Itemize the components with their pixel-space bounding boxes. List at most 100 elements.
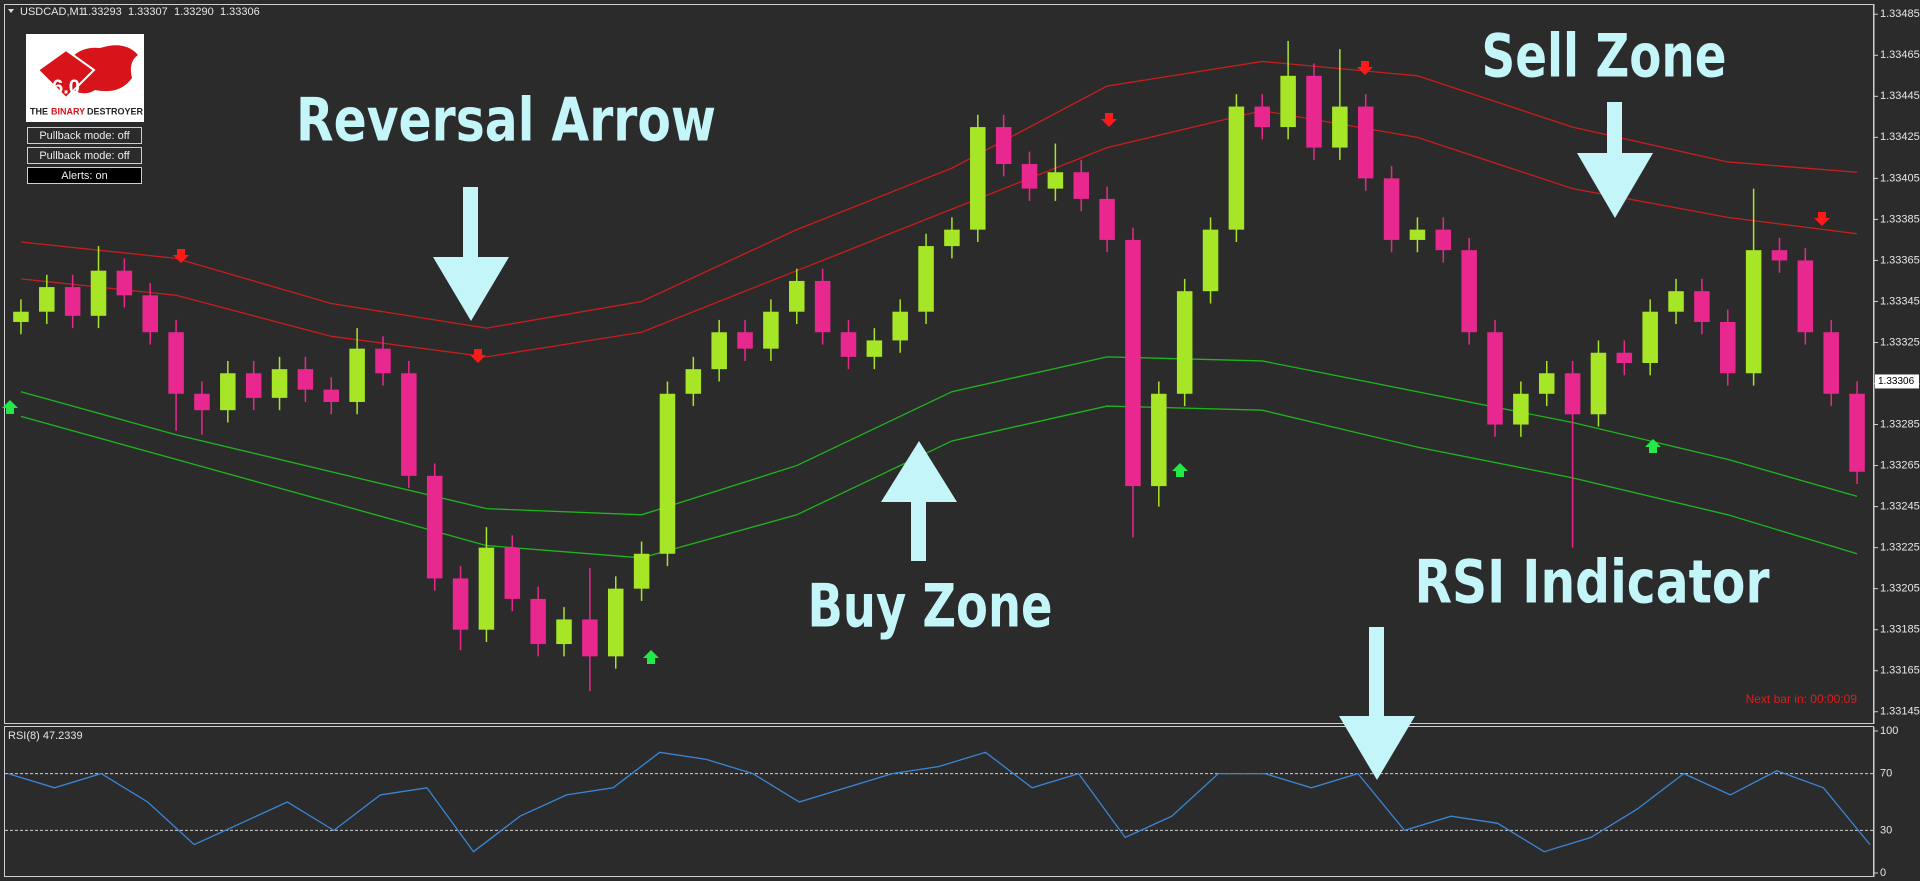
candle-body (1383, 178, 1400, 240)
candle-body (789, 280, 805, 312)
candle-body (1823, 332, 1839, 394)
candle-body (1435, 229, 1452, 251)
buy-arrow (2, 400, 18, 414)
candle-body (737, 332, 753, 349)
candle-body (1668, 291, 1684, 312)
candle-body (1073, 172, 1089, 199)
band-line (20, 110, 1858, 358)
candle-body (323, 389, 340, 402)
annotation-arrow (881, 441, 957, 561)
rsi-title: RSI(8) 47.2339 (8, 730, 83, 742)
candle-body (633, 553, 650, 589)
y-tick-label: 1.33265 (1880, 459, 1920, 471)
candle-body (1642, 311, 1658, 363)
candle-body (1745, 250, 1762, 374)
candle-body (168, 332, 184, 394)
candle-body (1021, 164, 1038, 189)
sell-arrow (1101, 113, 1117, 127)
annotation: RSI Indicator (1415, 548, 1770, 618)
candle-body (1694, 291, 1710, 322)
candle-body (1332, 106, 1348, 148)
candle-body (13, 311, 29, 322)
candle-body (995, 127, 1012, 165)
candle-body (1538, 373, 1555, 394)
logo-diamond (36, 48, 96, 100)
y-tick-label: 1.33325 (1880, 336, 1920, 348)
alerts-button[interactable] (27, 167, 142, 184)
quote-high: 1.33307 (128, 6, 168, 18)
candle-body (1254, 106, 1271, 128)
annotation: Buy Zone (808, 572, 1053, 642)
rsi-line (7, 751, 1871, 853)
candle-body (582, 619, 598, 657)
current-price-label: 1.33306 (1878, 376, 1915, 387)
candle-body (1513, 393, 1529, 425)
candle-body (1849, 393, 1865, 472)
buy-arrow (643, 650, 659, 664)
y-tick-label: 1.33225 (1880, 542, 1920, 554)
candle-body (1228, 106, 1245, 230)
candles-layer (13, 40, 1865, 692)
candle-body (142, 295, 158, 333)
menu-caret[interactable] (8, 9, 14, 13)
y-tick-label: 1.33485 (1880, 8, 1920, 20)
annotation: Sell Zone (1482, 22, 1727, 92)
annotation-arrow (1577, 102, 1653, 218)
candle-body (1125, 239, 1141, 487)
next-bar-countdown: Next bar in: 00:00:09 (1746, 692, 1858, 706)
sell-arrow (1357, 61, 1373, 75)
candle-body (659, 393, 676, 554)
candle-body (1047, 172, 1064, 189)
candle-body (556, 619, 572, 645)
logo-word: THE (30, 106, 48, 116)
logo-word: BINARY (51, 106, 85, 116)
candle-body (1720, 321, 1736, 374)
y-tick-label: 1.33185 (1880, 624, 1920, 636)
candle-body (918, 246, 934, 312)
button-label[interactable]: Alerts: on (61, 170, 107, 182)
quote-close: 1.33306 (220, 6, 260, 18)
y-tick-label: 70 (1880, 768, 1892, 780)
band-line (20, 60, 1858, 329)
candle-body (452, 578, 469, 630)
candle-body (64, 287, 81, 316)
candle-body (711, 332, 727, 370)
pullback-button[interactable] (27, 147, 142, 164)
sell-arrow (173, 249, 189, 263)
candle-body (1306, 75, 1322, 148)
candle-body (1564, 373, 1581, 415)
candle-body (1409, 229, 1426, 240)
current-price-box (1875, 374, 1919, 389)
y-tick-label: 1.33465 (1880, 49, 1920, 61)
button-label[interactable]: Pullback mode: off (39, 150, 130, 162)
y-tick-label: 1.33365 (1880, 254, 1920, 266)
sell-arrow (1814, 212, 1830, 226)
axis-layer: 1.33145 1.33165 1.33185 1.33205 1.33225 1.332… (1873, 4, 1920, 879)
buy-signals (2, 400, 1661, 664)
candle-body (1616, 352, 1633, 363)
candle-body (866, 340, 883, 357)
candle-body (1771, 250, 1788, 261)
sell-signals (173, 61, 1830, 363)
button-label[interactable]: Pullback mode: off (39, 130, 130, 142)
candle-body (194, 393, 210, 411)
candle-body (530, 598, 546, 645)
candle-body (1357, 106, 1374, 179)
candle-body (90, 270, 107, 316)
y-tick-label: 1.33165 (1880, 665, 1920, 677)
candle-body (763, 311, 779, 349)
y-tick-label: 1.33445 (1880, 90, 1920, 102)
annotation-arrow (433, 187, 509, 321)
y-tick-label: 30 (1880, 824, 1892, 836)
candle-body (504, 547, 521, 599)
candle-body (607, 588, 624, 657)
pullback-button[interactable] (27, 127, 142, 144)
buy-arrow (1645, 439, 1661, 453)
symbol: USDCAD,M1 (20, 6, 85, 18)
y-tick-label: 1.33145 (1880, 706, 1920, 718)
logo-word: DESTROYER (87, 106, 144, 116)
y-tick-label: 1.33425 (1880, 131, 1920, 143)
candle-body (478, 547, 495, 630)
